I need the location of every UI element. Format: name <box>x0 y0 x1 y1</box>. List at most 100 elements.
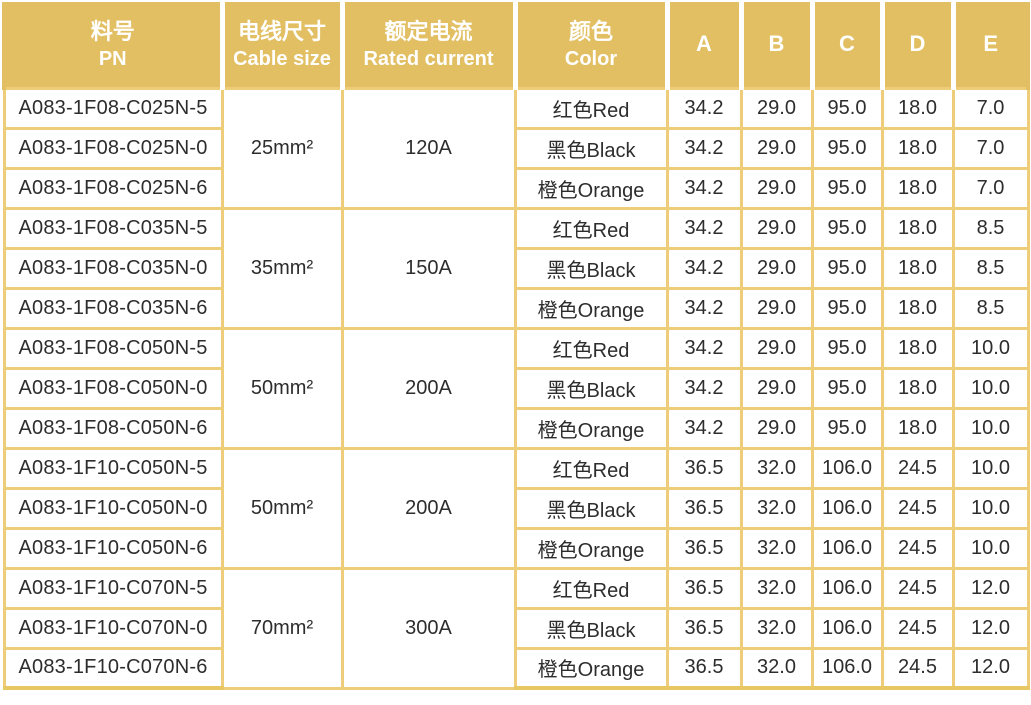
column-header-rated-current: 额定电流 Rated current <box>339 2 518 88</box>
dim-d-cell: 24.5 <box>880 606 955 650</box>
dim-b-cell: 29.0 <box>739 206 814 250</box>
dim-e-cell: 10.0 <box>951 366 1030 410</box>
table-row: A083-1F08-C025N-0 黑色Black 34.2 29.0 95.0… <box>2 126 1030 170</box>
dim-b-cell: 29.0 <box>739 166 814 210</box>
dim-e-cell: 7.0 <box>951 126 1030 170</box>
dim-a-cell: 34.2 <box>665 86 743 130</box>
dim-b-cell: 29.0 <box>739 406 814 450</box>
dim-e-cell: 10.0 <box>951 326 1030 370</box>
dim-b-cell: 32.0 <box>739 526 814 570</box>
dim-c-cell: 95.0 <box>810 86 884 130</box>
header-pn-en: PN <box>98 47 127 70</box>
dim-d-cell: 24.5 <box>880 486 955 530</box>
table-row: A083-1F10-C070N-0 黑色Black 36.5 32.0 106.… <box>2 606 1030 650</box>
dim-b-cell: 29.0 <box>739 366 814 410</box>
color-cell: 橙色Orange <box>513 406 669 450</box>
dim-c-cell: 95.0 <box>810 126 884 170</box>
pn-cell: A083-1F08-C025N-5 <box>2 86 224 130</box>
column-header-color: 颜色 Color <box>512 2 670 88</box>
rated-current-cell: 120A <box>340 86 517 210</box>
dim-d-cell: 18.0 <box>880 206 955 250</box>
table-row: A083-1F08-C025N-6 橙色Orange 34.2 29.0 95.… <box>2 166 1030 210</box>
color-cell: 红色Red <box>513 326 669 370</box>
dim-b-cell: 32.0 <box>739 486 814 530</box>
table-row: A083-1F08-C035N-6 橙色Orange 34.2 29.0 95.… <box>2 286 1030 330</box>
dim-e-cell: 10.0 <box>951 406 1030 450</box>
column-header-e: E <box>950 2 1030 88</box>
dim-a-cell: 34.2 <box>665 206 743 250</box>
pn-cell: A083-1F10-C050N-0 <box>2 486 224 530</box>
pn-cell: A083-1F08-C035N-6 <box>2 286 224 330</box>
pn-cell: A083-1F10-C050N-5 <box>2 446 224 490</box>
dim-a-cell: 34.2 <box>665 286 743 330</box>
header-a-label: A <box>696 31 712 57</box>
pn-cell: A083-1F10-C070N-5 <box>2 566 224 610</box>
column-header-b: B <box>738 2 815 88</box>
table-group-50mm-1f08: A083-1F08-C050N-5 50mm² 200A 红色Red 34.2 … <box>2 326 1030 450</box>
color-cell: 红色Red <box>513 446 669 490</box>
table-row: A083-1F08-C025N-5 25mm² 120A 红色Red 34.2 … <box>2 86 1030 210</box>
dim-b-cell: 32.0 <box>739 566 814 610</box>
dim-d-cell: 18.0 <box>880 406 955 450</box>
header-cable-zh: 电线尺寸 <box>237 18 326 44</box>
table-row: A083-1F08-C035N-5 35mm² 150A 红色Red 34.2 … <box>2 206 1030 330</box>
dim-b-cell: 29.0 <box>739 86 814 130</box>
spec-table: 料号 PN 电线尺寸 Cable size 额定电流 Rated current… <box>2 2 1030 690</box>
column-header-a: A <box>664 2 744 88</box>
dim-e-cell: 8.5 <box>951 206 1030 250</box>
header-e-label: E <box>983 31 999 57</box>
dim-c-cell: 106.0 <box>810 446 884 490</box>
header-color-en: Color <box>564 47 618 70</box>
dim-e-cell: 12.0 <box>951 566 1030 610</box>
dim-c-cell: 95.0 <box>810 406 884 450</box>
dim-b-cell: 29.0 <box>739 286 814 330</box>
column-header-cable-size: 电线尺寸 Cable size <box>219 2 345 88</box>
cable-size-cell: 35mm² <box>220 206 344 330</box>
dim-d-cell: 24.5 <box>880 446 955 490</box>
column-header-c: C <box>809 2 885 88</box>
table-group-50mm-1f10: A083-1F10-C050N-5 50mm² 200A 红色Red 36.5 … <box>2 446 1030 570</box>
color-cell: 橙色Orange <box>513 166 669 210</box>
dim-a-cell: 34.2 <box>665 406 743 450</box>
dim-e-cell: 10.0 <box>951 486 1030 530</box>
dim-a-cell: 34.2 <box>665 126 743 170</box>
table-row: A083-1F08-C050N-6 橙色Orange 34.2 29.0 95.… <box>2 406 1030 450</box>
table-group-25mm: A083-1F08-C025N-5 25mm² 120A 红色Red 34.2 … <box>2 86 1030 210</box>
dim-d-cell: 24.5 <box>880 566 955 610</box>
dim-c-cell: 95.0 <box>810 166 884 210</box>
cable-size-cell: 50mm² <box>220 446 344 570</box>
dim-e-cell: 8.5 <box>951 286 1030 330</box>
pn-cell: A083-1F10-C050N-6 <box>2 526 224 570</box>
rated-current-cell: 300A <box>340 566 517 690</box>
dim-d-cell: 18.0 <box>880 166 955 210</box>
dim-e-cell: 10.0 <box>951 526 1030 570</box>
rated-current-cell: 150A <box>340 206 517 330</box>
header-row: 料号 PN 电线尺寸 Cable size 额定电流 Rated current… <box>2 2 1030 88</box>
dim-c-cell: 95.0 <box>810 286 884 330</box>
table-row: A083-1F08-C050N-0 黑色Black 34.2 29.0 95.0… <box>2 366 1030 410</box>
dim-d-cell: 18.0 <box>880 286 955 330</box>
header-pn-zh: 料号 <box>90 18 135 44</box>
color-cell: 黑色Black <box>513 246 669 290</box>
color-cell: 橙色Orange <box>513 526 669 570</box>
dim-d-cell: 18.0 <box>880 326 955 370</box>
pn-cell: A083-1F10-C070N-6 <box>2 646 224 690</box>
cable-size-cell: 25mm² <box>220 86 344 210</box>
dim-e-cell: 12.0 <box>951 646 1030 690</box>
dim-a-cell: 36.5 <box>665 486 743 530</box>
column-header-d: D <box>879 2 956 88</box>
dim-c-cell: 95.0 <box>810 206 884 250</box>
dim-c-cell: 106.0 <box>810 566 884 610</box>
dim-a-cell: 34.2 <box>665 366 743 410</box>
color-cell: 黑色Black <box>513 486 669 530</box>
dim-e-cell: 8.5 <box>951 246 1030 290</box>
dim-b-cell: 29.0 <box>739 126 814 170</box>
table-row: A083-1F08-C035N-0 黑色Black 34.2 29.0 95.0… <box>2 246 1030 290</box>
dim-a-cell: 34.2 <box>665 326 743 370</box>
pn-cell: A083-1F08-C050N-6 <box>2 406 224 450</box>
table-group-35mm: A083-1F08-C035N-5 35mm² 150A 红色Red 34.2 … <box>2 206 1030 330</box>
dim-d-cell: 18.0 <box>880 126 955 170</box>
header-color-zh: 颜色 <box>568 18 613 44</box>
dim-d-cell: 24.5 <box>880 646 955 690</box>
